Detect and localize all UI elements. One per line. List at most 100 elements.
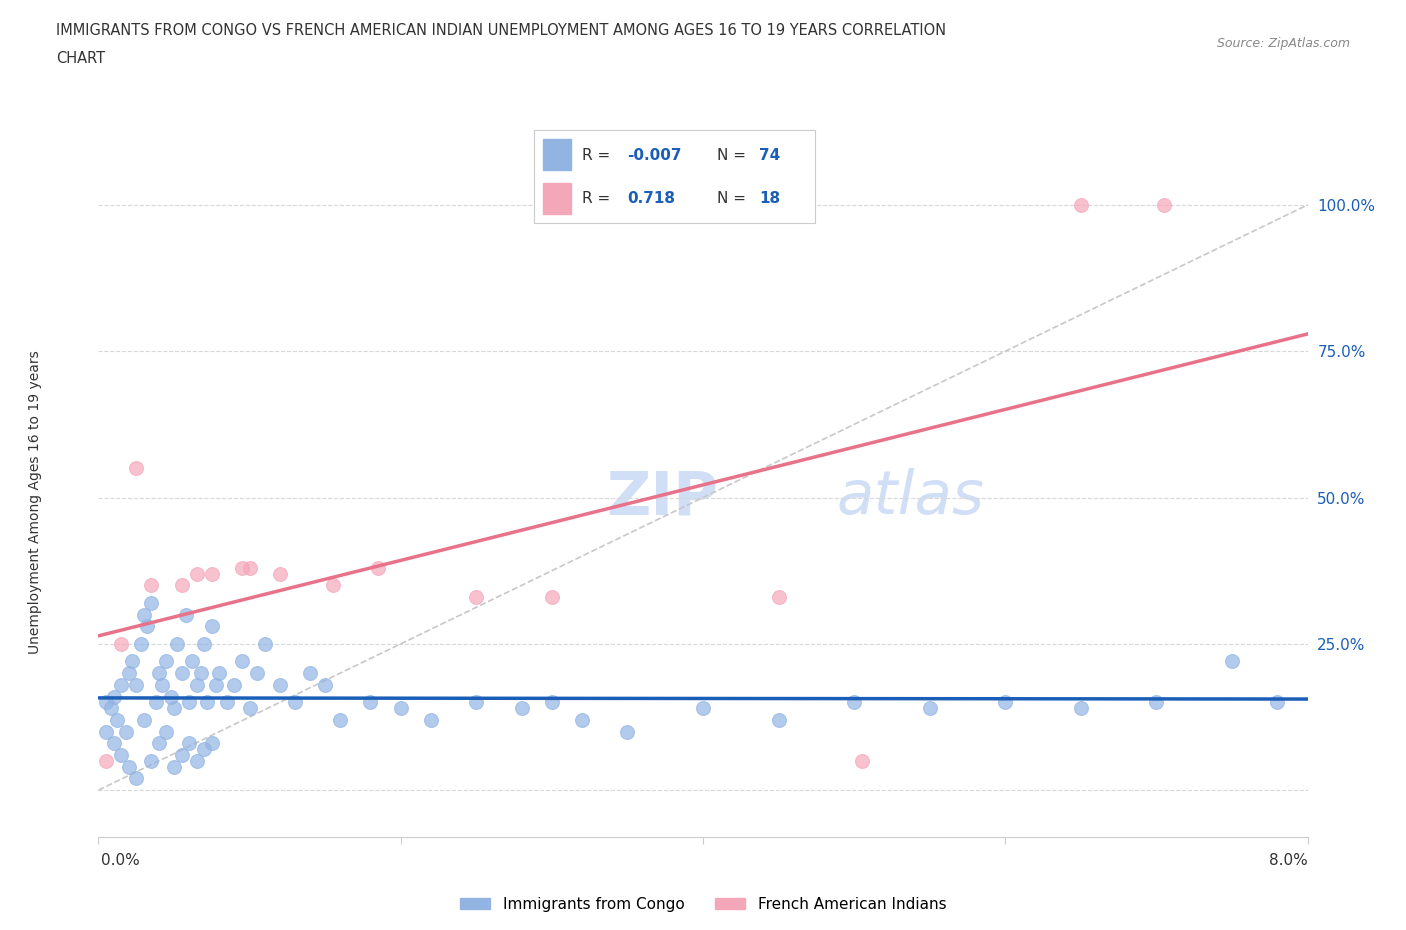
Point — [166, 636, 188, 651]
Point — [170, 666, 193, 681]
Text: 0.718: 0.718 — [627, 191, 675, 206]
Point — [94, 724, 117, 739]
Text: ZIP: ZIP — [606, 468, 718, 527]
Point — [125, 677, 148, 692]
Point — [1220, 654, 1243, 669]
Point — [420, 712, 443, 727]
Point — [851, 753, 873, 768]
Point — [465, 590, 488, 604]
Point — [177, 736, 201, 751]
Point — [360, 695, 382, 710]
Point — [844, 695, 866, 710]
Point — [246, 666, 269, 681]
Point — [540, 695, 562, 710]
Point — [208, 666, 231, 681]
Point — [160, 689, 183, 704]
Point — [571, 712, 593, 727]
Point — [215, 695, 238, 710]
Point — [1144, 695, 1167, 710]
Point — [148, 736, 170, 751]
Point — [616, 724, 638, 739]
Point — [125, 461, 148, 476]
Point — [284, 695, 307, 710]
Text: 8.0%: 8.0% — [1268, 853, 1308, 868]
Point — [329, 712, 352, 727]
Text: 0.0%: 0.0% — [101, 853, 141, 868]
Point — [1070, 701, 1092, 716]
Point — [177, 695, 201, 710]
Text: N =: N = — [717, 191, 751, 206]
Point — [163, 701, 186, 716]
Point — [186, 566, 208, 581]
Point — [132, 607, 155, 622]
Text: CHART: CHART — [56, 51, 105, 66]
Point — [367, 561, 389, 576]
Point — [114, 724, 136, 739]
Point — [94, 753, 117, 768]
Point — [170, 748, 193, 763]
Text: R =: R = — [582, 148, 616, 163]
Point — [314, 677, 336, 692]
Point — [768, 712, 790, 727]
Text: atlas: atlas — [837, 468, 984, 527]
Point — [692, 701, 714, 716]
Point — [231, 654, 253, 669]
Point — [118, 759, 141, 774]
Point — [190, 666, 212, 681]
Point — [231, 561, 253, 576]
Point — [239, 561, 262, 576]
Point — [269, 566, 291, 581]
Point — [1153, 197, 1175, 212]
Point — [163, 759, 186, 774]
Point — [150, 677, 173, 692]
Point — [181, 654, 204, 669]
Point — [918, 701, 941, 716]
Point — [155, 724, 177, 739]
Text: IMMIGRANTS FROM CONGO VS FRENCH AMERICAN INDIAN UNEMPLOYMENT AMONG AGES 16 TO 19: IMMIGRANTS FROM CONGO VS FRENCH AMERICAN… — [56, 23, 946, 38]
Point — [148, 666, 170, 681]
Point — [170, 578, 193, 592]
Point — [201, 736, 224, 751]
Point — [103, 736, 125, 751]
Text: Source: ZipAtlas.com: Source: ZipAtlas.com — [1216, 37, 1350, 50]
Point — [195, 695, 218, 710]
Point — [224, 677, 246, 692]
Legend: Immigrants from Congo, French American Indians: Immigrants from Congo, French American I… — [454, 891, 952, 918]
Point — [389, 701, 412, 716]
Point — [141, 595, 163, 610]
Point — [994, 695, 1017, 710]
Point — [121, 654, 143, 669]
Point — [125, 771, 148, 786]
Point — [135, 618, 157, 633]
Point — [540, 590, 562, 604]
Text: 18: 18 — [759, 191, 780, 206]
Point — [103, 689, 125, 704]
Point — [141, 578, 163, 592]
Point — [269, 677, 291, 692]
Point — [141, 753, 163, 768]
Point — [1265, 695, 1288, 710]
Point — [105, 712, 128, 727]
Point — [239, 701, 262, 716]
Point — [110, 677, 132, 692]
Text: -0.007: -0.007 — [627, 148, 682, 163]
Point — [186, 753, 208, 768]
Point — [465, 695, 488, 710]
Point — [145, 695, 167, 710]
Point — [94, 695, 117, 710]
Point — [253, 636, 276, 651]
Point — [155, 654, 177, 669]
Point — [205, 677, 228, 692]
Point — [298, 666, 321, 681]
Text: N =: N = — [717, 148, 751, 163]
Bar — [543, 183, 571, 214]
Point — [110, 636, 132, 651]
Point — [322, 578, 344, 592]
Point — [186, 677, 208, 692]
Point — [118, 666, 141, 681]
Point — [100, 701, 122, 716]
Point — [132, 712, 155, 727]
Point — [201, 618, 224, 633]
Text: 74: 74 — [759, 148, 780, 163]
Point — [129, 636, 152, 651]
